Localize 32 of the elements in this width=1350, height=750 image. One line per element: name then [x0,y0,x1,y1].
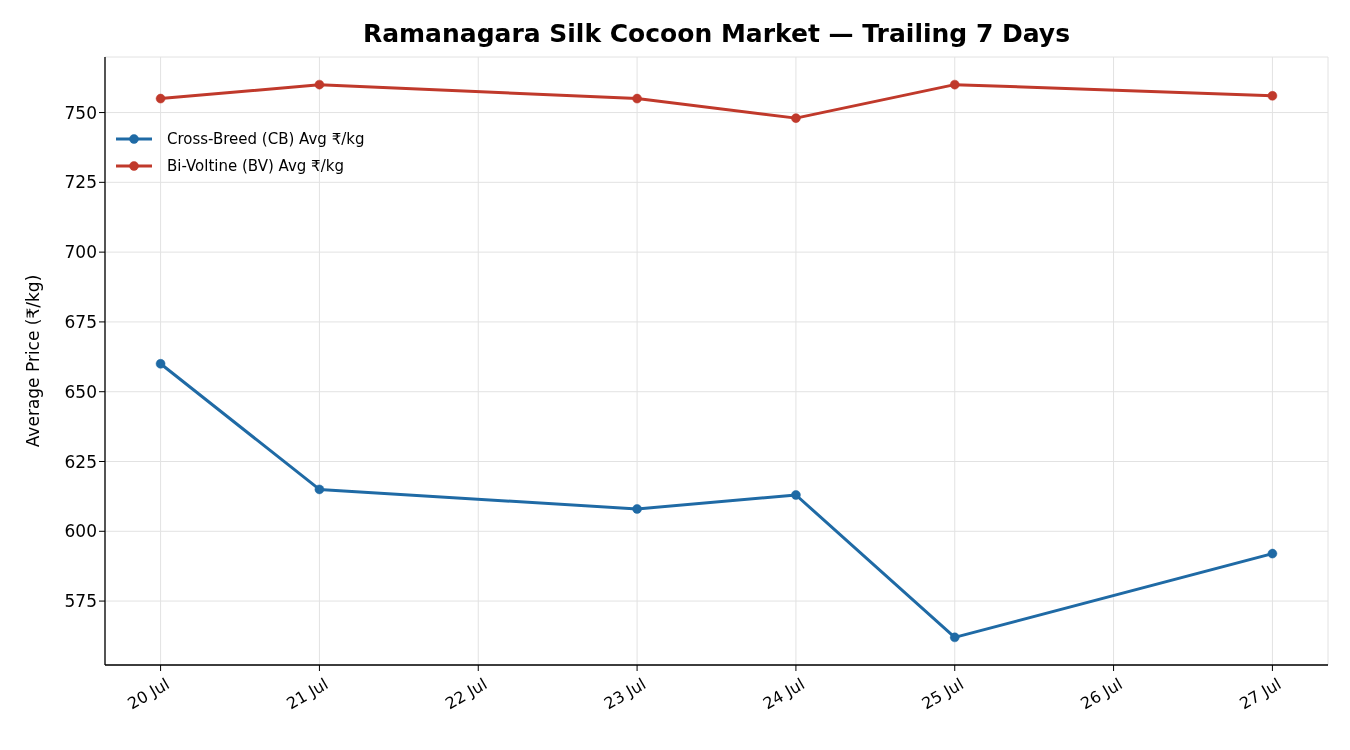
x-tick-label: 24 Jul [759,674,808,714]
point [950,79,960,90]
y-tick-label: 675 [64,311,97,332]
point [155,359,166,369]
x-tick-label: 25 Jul [918,674,967,714]
y-tick-label: 575 [64,591,97,612]
point [1267,91,1278,101]
y-axis-title: Average Price (₹/kg) [23,274,43,448]
legend-label: Cross-Breed (CB) Avg ₹/kg [167,129,365,148]
y-tick-label: 625 [64,451,97,472]
legend-label: Bi-Voltine (BV) Avg ₹/kg [167,156,344,175]
y-tick-label: 750 [64,102,97,123]
y-tick-label: 700 [64,242,97,263]
y-tick-label: 725 [64,172,97,193]
point [791,113,801,123]
x-tick-label: 20 Jul [124,674,173,714]
point [632,93,642,104]
x-tick-label: 26 Jul [1077,674,1126,714]
point [314,79,325,90]
point [791,490,801,500]
x-tick-label: 22 Jul [442,674,491,714]
point [155,93,166,104]
x-tick-label: 21 Jul [283,674,332,714]
point [1267,548,1278,559]
chart-title: Ramanagara Silk Cocoon Market — Trailing 7 Days [361,19,1072,49]
y-tick-label: 650 [64,381,97,402]
point [314,484,325,495]
x-tick-label: 23 Jul [600,674,650,714]
y-tick-label: 600 [64,521,97,542]
x-tick-label: 27 Jul [1236,674,1285,714]
point [950,632,960,643]
point [632,504,642,514]
